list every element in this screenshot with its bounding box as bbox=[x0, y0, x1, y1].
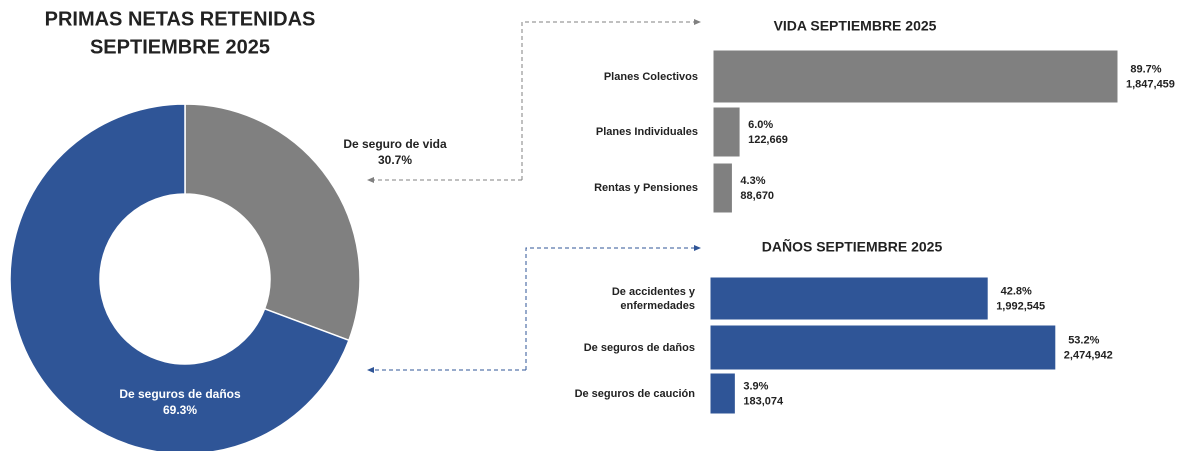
value-label: 42.8% bbox=[1001, 285, 1032, 297]
bar bbox=[712, 162, 733, 214]
amount-label: 183,074 bbox=[743, 395, 784, 407]
slice-label: De seguro de vida bbox=[343, 137, 447, 151]
slice-label: De seguros de daños bbox=[119, 387, 241, 401]
value-label: 4.3% bbox=[740, 175, 765, 187]
value-label: 89.7% bbox=[1130, 63, 1161, 75]
bar bbox=[712, 49, 1119, 104]
donut-hole bbox=[101, 195, 269, 363]
donut-slice bbox=[184, 103, 361, 342]
chart-title: DAÑOS SEPTIEMBRE 2025 bbox=[762, 238, 943, 255]
bar bbox=[709, 324, 1057, 371]
category-label: De accidentes y enfermedades bbox=[611, 285, 695, 312]
value-label: 6.0% bbox=[748, 119, 773, 131]
amount-label: 88,670 bbox=[740, 190, 774, 202]
value-label: 53.2% bbox=[1068, 334, 1099, 346]
amount-label: 122,669 bbox=[748, 134, 788, 146]
bar bbox=[709, 372, 736, 415]
category-label: De seguros de caución bbox=[574, 387, 695, 400]
amount-label: 1,992,545 bbox=[996, 300, 1045, 312]
bar bbox=[709, 276, 989, 321]
category-label: Rentas y Pensiones bbox=[594, 182, 698, 194]
value-label: 3.9% bbox=[743, 380, 768, 392]
donut-slice bbox=[9, 103, 350, 451]
chart-title: SEPTIEMBRE 2025 bbox=[90, 36, 270, 58]
category-label: Planes Individuales bbox=[595, 126, 698, 138]
slice-value: 69.3% bbox=[163, 403, 197, 417]
connector bbox=[521, 19, 701, 180]
category-label: De seguros de daños bbox=[583, 341, 695, 354]
amount-label: 2,474,942 bbox=[1064, 349, 1113, 361]
category-label: Planes Colectivos bbox=[603, 70, 698, 83]
slice-value: 30.7% bbox=[378, 153, 412, 167]
connector bbox=[525, 245, 701, 370]
bar bbox=[712, 106, 741, 158]
amount-label: 1,847,459 bbox=[1126, 78, 1175, 90]
chart-title: VIDA SEPTIEMBRE 2025 bbox=[774, 18, 937, 34]
chart-title: PRIMAS NETAS RETENIDAS bbox=[45, 8, 316, 30]
